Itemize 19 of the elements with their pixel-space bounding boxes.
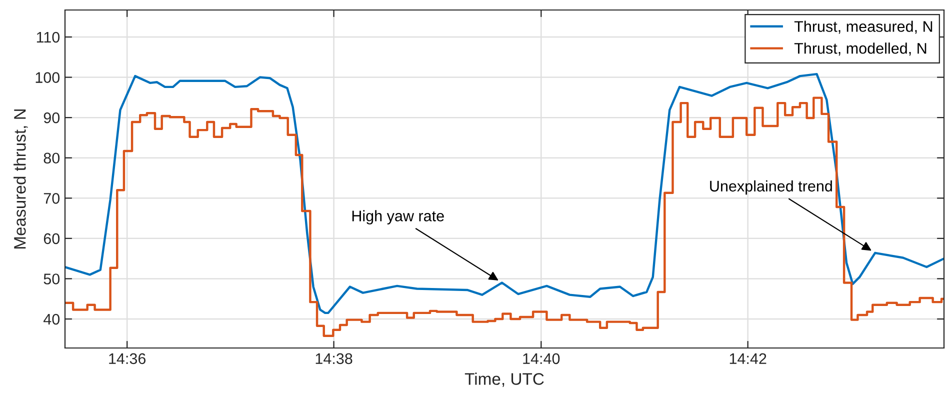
y-tick-label: 100 (36, 72, 60, 83)
y-tick-label: 80 (44, 152, 60, 164)
y-tick-label: 90 (44, 112, 60, 124)
y-tick-label: 50 (44, 274, 60, 284)
legend-label: Thrust, modelled, N (794, 42, 926, 56)
x-tick-label: 14:40 (523, 353, 560, 364)
y-axis-title: Measured thrust, N (14, 109, 28, 248)
y-tick-label: 110 (36, 32, 60, 43)
annotation: Unexplained trend (710, 180, 832, 195)
x-tick-label: 14:42 (730, 353, 766, 364)
x-tick-label: 14:38 (316, 353, 352, 364)
x-tick-label: 14:36 (109, 353, 146, 364)
y-tick-label: 60 (44, 233, 60, 244)
line-series (65, 72, 944, 314)
annotation: High yaw rate (352, 210, 444, 224)
y-tick-label: 40 (44, 314, 60, 325)
y-tick-label: 70 (44, 193, 60, 204)
x-axis-title: Time, UTC (464, 372, 544, 387)
legend-label: Thrust, measured, N (794, 20, 932, 34)
